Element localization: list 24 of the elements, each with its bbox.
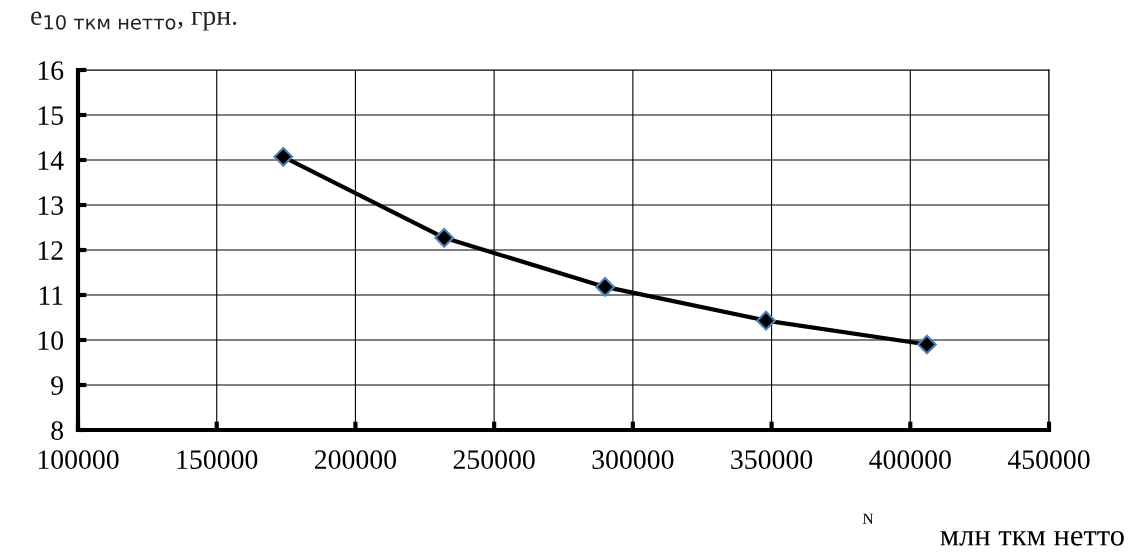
x-tick-label: 250000 (453, 450, 535, 469)
x-tick-label: 400000 (869, 450, 951, 469)
y-tick-label: 14 (38, 151, 64, 170)
x-tick-label: 300000 (592, 450, 674, 469)
y-tick-label: 10 (38, 331, 64, 350)
y-tick-label: 12 (38, 241, 63, 260)
x-axis-title: млн ткм нетто (940, 530, 1124, 546)
point (756, 310, 776, 331)
y-tick-label: 11 (39, 286, 63, 305)
y-tick-label: 16 (38, 61, 64, 80)
y-tick-label: 13 (38, 196, 64, 215)
y-tick-label: 8 (51, 421, 64, 440)
x-tick-label: 200000 (314, 450, 397, 469)
point (273, 146, 294, 167)
x-tick-label: 150000 (177, 450, 258, 469)
y-tick-label: 9 (51, 376, 63, 395)
point (434, 227, 455, 248)
text: N (862, 513, 874, 524)
point (595, 277, 615, 297)
x-tick-label: 450000 (1007, 450, 1090, 469)
x-tick-label: 350000 (731, 450, 813, 469)
point (917, 334, 937, 355)
x-tick-label: 100000 (38, 450, 119, 469)
y-tick-label: 15 (38, 106, 64, 125)
